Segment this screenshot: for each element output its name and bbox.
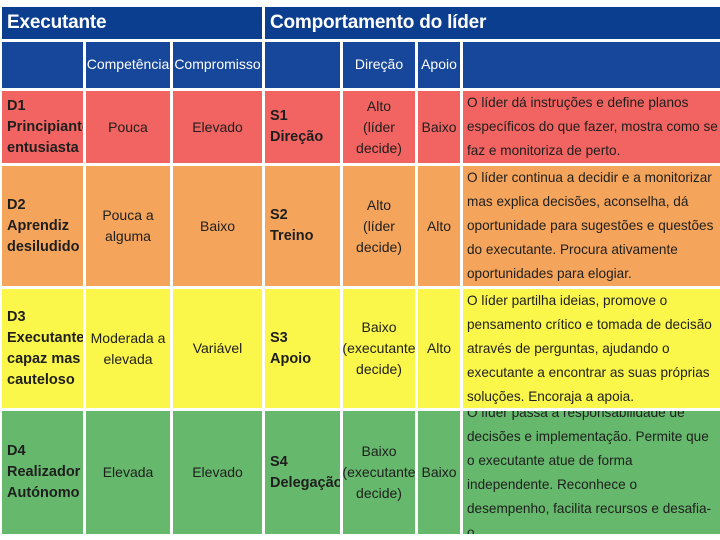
row-4-apoio: Baixo	[418, 411, 460, 534]
row-3-direcao: Baixo (executante decide)	[343, 289, 415, 408]
row-1-compromisso: Elevado	[173, 91, 262, 163]
header-comportamento: Comportamento do líder	[265, 7, 720, 39]
row-4-compromisso: Elevado	[173, 411, 262, 534]
row-2-descricao: O líder continua a decidir e a monitoriz…	[463, 166, 720, 286]
row-2-direcao: Alto (líder decide)	[343, 166, 415, 286]
header-executante: Executante	[2, 7, 262, 39]
row-4-descricao: O líder passa a responsabilidade de deci…	[463, 411, 720, 534]
row-2-executante: D2 Aprendiz desiludido	[2, 166, 83, 286]
subheader-competencia: Competência	[86, 42, 170, 88]
row-1-apoio: Baixo	[418, 91, 460, 163]
subheader-apoio: Apoio	[418, 42, 460, 88]
subheader-compromisso: Compromisso	[173, 42, 262, 88]
row-1-competencia: Pouca	[86, 91, 170, 163]
row-1-direcao: Alto (líder decide)	[343, 91, 415, 163]
row-2-competencia: Pouca a alguma	[86, 166, 170, 286]
row-4-direcao: Baixo (executante decide)	[343, 411, 415, 534]
row-1-estilo: S1 Direção	[265, 91, 340, 163]
row-3-compromisso: Variável	[173, 289, 262, 408]
row-2-compromisso: Baixo	[173, 166, 262, 286]
row-1-executante: D1 Principiante entusiasta	[2, 91, 83, 163]
row-3-estilo: S3 Apoio	[265, 289, 340, 408]
row-3-descricao: O líder partilha ideias, promove o pensa…	[463, 289, 720, 408]
subheader-blank-1	[2, 42, 83, 88]
row-3-competencia: Moderada a elevada	[86, 289, 170, 408]
row-3-executante: D3 Executante capaz mas cauteloso	[2, 289, 83, 408]
subheader-blank-3	[463, 42, 720, 88]
row-3-apoio: Alto	[418, 289, 460, 408]
row-1-descricao: O líder dá instruções e define planos es…	[463, 91, 720, 163]
row-4-executante: D4 Realizador Autónomo	[2, 411, 83, 534]
subheader-blank-2	[265, 42, 340, 88]
row-2-apoio: Alto	[418, 166, 460, 286]
row-4-competencia: Elevada	[86, 411, 170, 534]
subheader-direcao: Direção	[343, 42, 415, 88]
row-2-estilo: S2 Treino	[265, 166, 340, 286]
row-4-estilo: S4 Delegação	[265, 411, 340, 534]
